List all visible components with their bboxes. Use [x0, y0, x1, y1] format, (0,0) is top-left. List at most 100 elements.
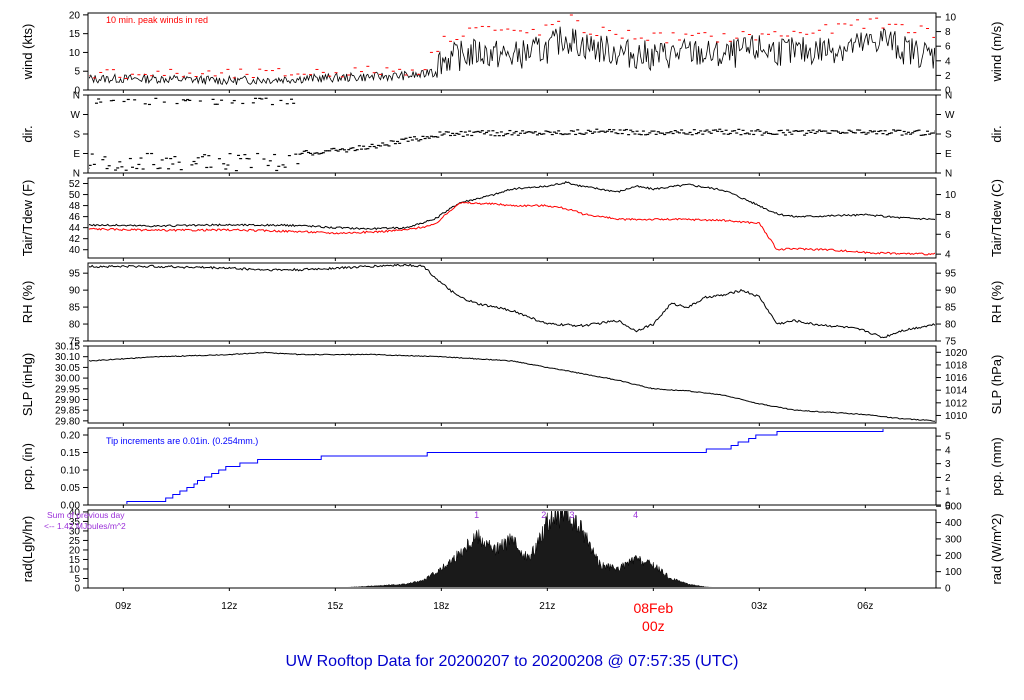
x-tick-label: 06z — [857, 601, 873, 612]
rad-marker: 1 — [474, 510, 479, 520]
y-tick-label-left: 29.85 — [55, 406, 80, 417]
y-tick-label-left: 5 — [74, 67, 80, 78]
y-axis-label-right: SLP (hPa) — [989, 355, 1004, 415]
y-tick-label-left: 95 — [69, 269, 81, 280]
rad-marker: 4 — [633, 510, 638, 520]
y-tick-label-left: E — [73, 149, 80, 160]
panel-data — [126, 429, 884, 504]
panel-frame — [87, 345, 937, 424]
y-tick-label-left: 10 — [69, 48, 81, 59]
panel-frame — [87, 262, 937, 342]
series-precip — [126, 429, 884, 504]
y-tick-label-left: 50 — [69, 190, 81, 201]
series-rh — [89, 264, 935, 339]
panel-data — [89, 14, 935, 85]
y-tick-label-right: W — [945, 110, 955, 121]
y-axis-label-right: rad (W/m^2) — [989, 513, 1004, 584]
y-axis-label-right: Tair/Tdew (C) — [989, 179, 1004, 257]
panel-rh: 75 80 85 90 95 75 80 85 90 95 RH (%) RH (%) — [20, 262, 1004, 348]
y-tick-label-right: 100 — [945, 567, 962, 578]
y-tick-label-left: 0.05 — [61, 483, 81, 494]
panel-note-tip-increments: Tip increments are 0.01in. (0.254mm.) — [106, 436, 258, 446]
y-axis-label-right: RH (%) — [989, 281, 1004, 324]
y-tick-label-left: W — [71, 110, 81, 121]
y-tick-label-right: 80 — [945, 320, 957, 331]
x-tick-label: 18z — [433, 601, 449, 612]
y-tick-label-left: 29.90 — [55, 395, 80, 406]
y-tick-label-left: 44 — [69, 223, 81, 234]
y-axis-label-right: wind (m/s) — [989, 22, 1004, 83]
y-tick-label-right: 75 — [945, 337, 957, 348]
y-axis-label-right: pcp. (mm) — [989, 437, 1004, 496]
y-tick-label-right: 300 — [945, 534, 962, 545]
y-tick-label-left: N — [73, 169, 80, 180]
y-tick-label-left: 15 — [69, 555, 81, 566]
y-tick-label-left: 29.80 — [55, 416, 80, 427]
panel-frame — [87, 509, 937, 589]
y-tick-label-left: 52 — [69, 179, 81, 190]
y-tick-label-right: 1012 — [945, 398, 968, 409]
y-axis-label-right: dir. — [989, 125, 1004, 142]
y-tick-label-left: 0.15 — [61, 448, 81, 459]
panel-rad: 05101520253035400100200300400500rad(Lgly… — [20, 502, 1004, 595]
y-tick-label-left: 90 — [69, 286, 81, 297]
y-tick-label-left: 40 — [69, 507, 81, 518]
y-tick-label-left: 46 — [69, 212, 81, 223]
y-axis-label-left: Tair/Tdew (F) — [20, 180, 35, 257]
y-tick-label-right: 0 — [945, 584, 951, 595]
y-tick-label-right: 5 — [945, 432, 951, 443]
y-tick-label-left: 30.00 — [55, 374, 80, 385]
y-tick-label-left: S — [73, 130, 80, 141]
y-tick-label-left: 15 — [69, 29, 81, 40]
y-tick-label-left: 5 — [74, 574, 80, 585]
panel-slp: 29.8029.8529.9029.9530.0030.0530.1030.15… — [20, 342, 1004, 428]
y-tick-label-left: 30.05 — [55, 363, 80, 374]
y-axis-label-left: rad(Lgly/hr) — [20, 516, 35, 582]
y-tick-label-right: 6 — [945, 42, 951, 53]
x-tick-label: 12z — [221, 601, 237, 612]
y-tick-label-left: 0.10 — [61, 466, 81, 477]
y-tick-label-right: 85 — [945, 303, 957, 314]
y-tick-label-right: S — [945, 130, 952, 141]
series-slp — [89, 351, 935, 422]
y-tick-label-left: 30.15 — [55, 342, 80, 353]
y-tick-label-right: N — [945, 91, 952, 102]
x-tick-label: 03z — [751, 601, 767, 612]
panel-data — [89, 351, 935, 422]
panel-data — [89, 97, 935, 172]
y-tick-label-right: 1010 — [945, 411, 968, 422]
y-tick-label-left: 0 — [74, 584, 80, 595]
y-tick-label-left: 75 — [69, 337, 81, 348]
y-tick-label-left: 20 — [69, 10, 81, 21]
series-radiation — [348, 511, 712, 587]
series-tair — [89, 181, 935, 231]
y-tick-label-right: E — [945, 149, 952, 160]
y-tick-label-right: 1020 — [945, 348, 968, 359]
y-tick-label-left: 25 — [69, 536, 81, 547]
x-date-label: 08Feb — [633, 600, 673, 616]
y-axis-label-left: RH (%) — [20, 281, 35, 324]
y-tick-label-right: 8 — [945, 27, 951, 38]
panel-frame — [87, 177, 937, 259]
y-tick-label-right: 0 — [945, 501, 951, 512]
y-tick-label-right: 95 — [945, 269, 957, 280]
y-tick-label-left: 30 — [69, 526, 81, 537]
y-tick-label-right: 1016 — [945, 373, 968, 384]
y-tick-label-right: 8 — [945, 210, 951, 221]
x-tick-label: 21z — [539, 601, 555, 612]
y-axis-label-left: dir. — [20, 125, 35, 142]
y-tick-label-right: 400 — [945, 518, 962, 529]
y-tick-label-left: 30.10 — [55, 352, 80, 363]
y-tick-label-right: 1014 — [945, 386, 968, 397]
y-tick-label-right: 2 — [945, 71, 951, 82]
y-tick-label-left: 0 — [74, 86, 80, 97]
y-tick-label-left: 0.00 — [61, 501, 81, 512]
y-tick-label-right: 1 — [945, 487, 951, 498]
y-tick-label-left: 29.95 — [55, 384, 80, 395]
y-tick-label-right: 4 — [945, 445, 951, 456]
rad-marker: 3 — [570, 510, 575, 520]
rad-marker: 2 — [541, 510, 546, 520]
series-tdew — [89, 201, 935, 256]
